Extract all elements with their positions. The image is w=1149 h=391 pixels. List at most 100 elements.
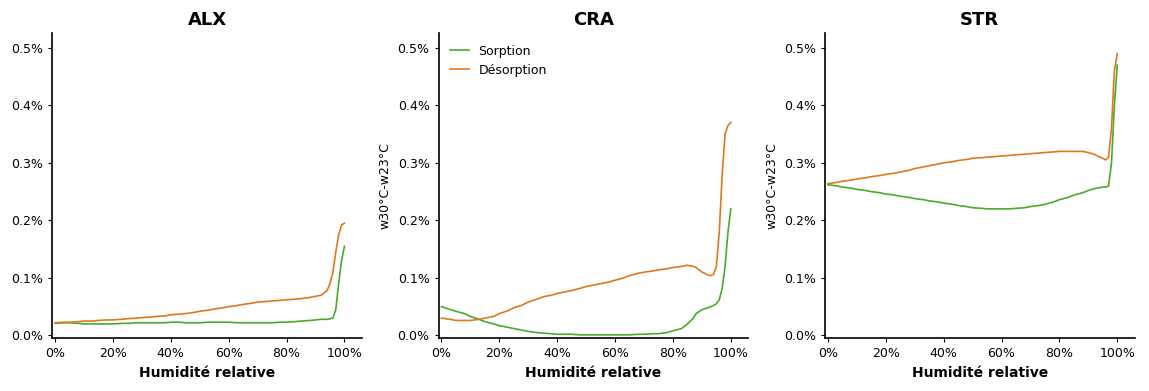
Sorption — [602, 332, 616, 337]
Sorption — [1098, 185, 1112, 189]
Désorption — [908, 166, 921, 171]
Sorption — [1104, 161, 1118, 165]
Désorption — [222, 304, 236, 309]
Sorption — [260, 321, 273, 325]
Désorption — [149, 314, 163, 319]
Sorption — [478, 319, 492, 324]
Sorption — [709, 301, 723, 306]
Sorption — [1018, 205, 1032, 210]
X-axis label: Humidité relative: Humidité relative — [525, 366, 662, 380]
Line: Sorption: Sorption — [55, 246, 345, 324]
Désorption — [1024, 151, 1038, 156]
Sorption — [1062, 195, 1075, 200]
Sorption — [989, 206, 1003, 211]
Sorption — [1024, 204, 1038, 209]
Désorption — [315, 293, 329, 298]
Sorption — [178, 321, 192, 325]
Désorption — [516, 303, 530, 307]
Line: Désorption: Désorption — [827, 54, 1117, 183]
Sorption — [507, 326, 520, 331]
Sorption — [887, 193, 901, 197]
Sorption — [1096, 185, 1110, 189]
Sorption — [845, 186, 858, 190]
Désorption — [666, 265, 680, 270]
Line: Sorption: Sorption — [441, 209, 731, 335]
Désorption — [129, 316, 142, 321]
Désorption — [545, 293, 558, 298]
Désorption — [279, 298, 293, 302]
Désorption — [1032, 151, 1046, 156]
Sorption — [106, 321, 119, 326]
Sorption — [689, 311, 703, 316]
Désorption — [858, 176, 872, 180]
Sorption — [288, 319, 302, 324]
Sorption — [62, 321, 76, 325]
Sorption — [718, 264, 732, 269]
Désorption — [623, 273, 637, 278]
Sorption — [701, 305, 715, 310]
Désorption — [501, 308, 515, 313]
Sorption — [965, 205, 979, 210]
Désorption — [321, 288, 334, 293]
Sorption — [565, 332, 579, 337]
Sorption — [250, 321, 264, 325]
Désorption — [62, 320, 76, 325]
Désorption — [686, 264, 700, 269]
Sorption — [1081, 188, 1095, 193]
Désorption — [879, 172, 893, 177]
Sorption — [902, 195, 916, 200]
Désorption — [703, 273, 717, 278]
Sorption — [931, 200, 944, 204]
Sorption — [951, 203, 965, 208]
Sorption — [71, 321, 85, 326]
Désorption — [1081, 150, 1095, 155]
Désorption — [724, 120, 738, 125]
Sorption — [850, 187, 864, 192]
Désorption — [1047, 150, 1061, 154]
Y-axis label: w30°C-w23°C: w30°C-w23°C — [765, 142, 778, 229]
Sorption — [722, 230, 735, 234]
Sorption — [449, 309, 463, 314]
Sorption — [835, 185, 849, 189]
Sorption — [651, 331, 665, 336]
Sorption — [265, 321, 279, 325]
Désorption — [651, 267, 665, 272]
Sorption — [86, 321, 100, 326]
Désorption — [680, 263, 694, 267]
Désorption — [309, 294, 323, 299]
Désorption — [56, 320, 70, 325]
Sorption — [1047, 200, 1061, 204]
Sorption — [1052, 197, 1066, 202]
Sorption — [457, 311, 471, 316]
Sorption — [323, 316, 337, 321]
Désorption — [931, 161, 944, 166]
Sorption — [472, 317, 486, 322]
Sorption — [974, 206, 988, 211]
Désorption — [689, 265, 703, 270]
Désorption — [449, 318, 463, 323]
Sorption — [703, 304, 717, 309]
Désorption — [1098, 158, 1112, 162]
Legend: Sorption, Désorption: Sorption, Désorption — [445, 40, 552, 82]
Désorption — [893, 170, 907, 174]
Sorption — [573, 332, 587, 337]
Désorption — [522, 300, 535, 305]
Sorption — [820, 182, 834, 187]
Sorption — [207, 320, 221, 325]
Sorption — [858, 188, 872, 193]
Sorption — [144, 321, 157, 325]
Sorption — [680, 321, 694, 326]
Sorption — [501, 325, 515, 330]
Désorption — [1093, 155, 1106, 160]
Désorption — [1110, 51, 1124, 56]
Désorption — [579, 284, 593, 289]
Sorption — [92, 321, 106, 326]
Sorption — [216, 320, 230, 325]
Sorption — [245, 321, 259, 325]
Sorption — [560, 332, 573, 337]
Désorption — [1062, 149, 1075, 154]
Désorption — [917, 165, 931, 169]
Désorption — [86, 319, 100, 323]
Sorption — [231, 321, 245, 325]
Désorption — [1038, 150, 1051, 155]
